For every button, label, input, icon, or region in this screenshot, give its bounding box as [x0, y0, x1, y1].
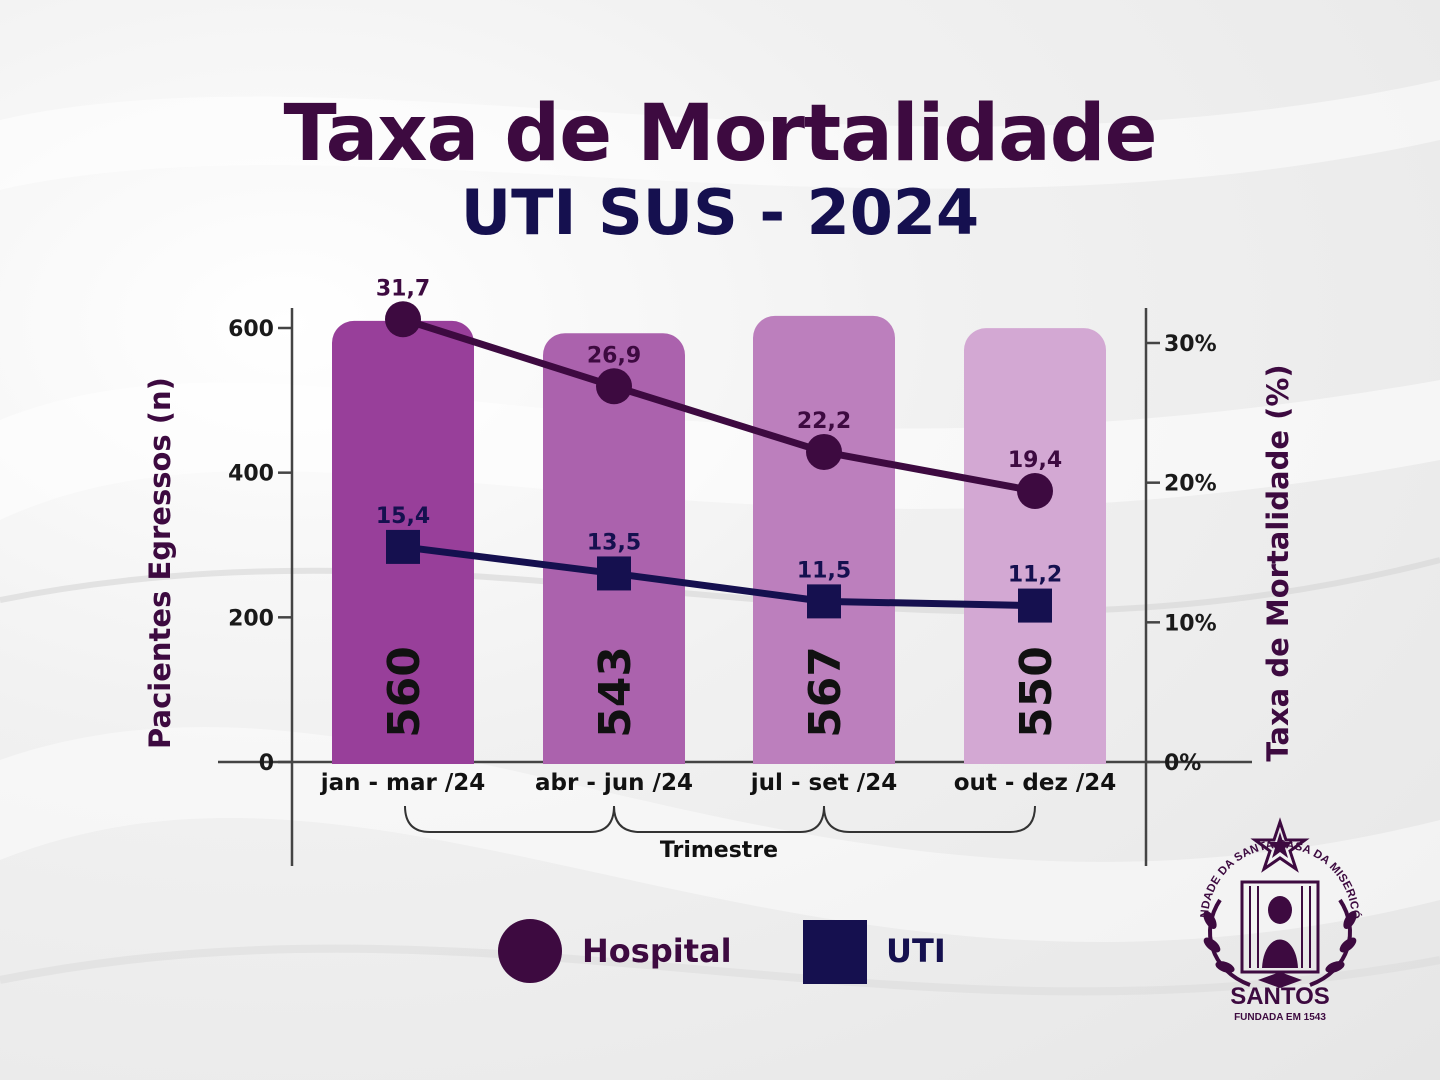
legend-hospital-label: Hospital — [582, 932, 732, 970]
left-tick-label: 0 — [259, 751, 274, 776]
right-tick-label: 10% — [1164, 611, 1217, 636]
bar-base — [332, 742, 474, 764]
santa-casa-logo: IRMANDADE DA SANTA CASA DA MISERICÓRDIA — [1180, 810, 1362, 988]
x-tick-label: jul - set /24 — [750, 770, 897, 796]
hospital-data-label: 26,9 — [587, 343, 641, 368]
x-tick-label: abr - jun /24 — [535, 770, 693, 796]
bar-value-label: 550 — [1011, 646, 1062, 738]
legend-hospital-marker — [498, 919, 562, 983]
bar-value-label: 543 — [590, 646, 641, 738]
bar — [753, 315, 895, 764]
right-axis-label: Taxa de Mortalidade (%) — [1261, 364, 1295, 761]
right-tick-label: 30% — [1164, 332, 1217, 357]
hospital-data-label: 31,7 — [376, 276, 430, 301]
x-tick-label: out - dez /24 — [954, 770, 1117, 796]
uti-data-label: 11,5 — [797, 558, 851, 583]
x-axis-label: Trimestre — [660, 838, 778, 863]
hospital-point — [596, 368, 632, 405]
logo-name: SANTOS — [1230, 983, 1330, 1010]
bar — [543, 333, 685, 764]
chart-subtitle: UTI SUS - 2024 — [460, 176, 980, 249]
uti-point — [386, 529, 420, 564]
left-tick-label: 400 — [228, 462, 274, 487]
x-tick-label: jan - mar /24 — [320, 770, 486, 796]
uti-data-label: 13,5 — [587, 530, 641, 555]
right-tick-label: 0% — [1164, 751, 1201, 776]
left-tick-label: 200 — [228, 606, 274, 631]
x-brace — [404, 805, 1036, 833]
legend-uti-marker — [803, 920, 867, 984]
hospital-point — [1017, 473, 1053, 510]
left-axis-label: Pacientes Egressos (n) — [143, 377, 177, 749]
bar-base — [753, 742, 895, 764]
hospital-point — [806, 433, 842, 470]
left-tick-label: 600 — [228, 317, 274, 342]
logo-founded: FUNDADA EM 1543 — [1234, 1012, 1326, 1023]
right-tick-label: 20% — [1164, 472, 1217, 497]
uti-data-label: 11,2 — [1008, 563, 1062, 588]
hospital-data-label: 19,4 — [1008, 448, 1062, 473]
chart-title: Taxa de Mortalidade — [283, 89, 1157, 179]
bar-value-label: 560 — [379, 646, 430, 738]
hospital-data-label: 22,2 — [797, 409, 851, 434]
hospital-line — [401, 315, 1036, 495]
bar-base — [543, 742, 685, 764]
bar-value-label: 567 — [800, 646, 851, 738]
uti-line — [402, 543, 1036, 610]
hospital-point — [385, 301, 421, 338]
legend-uti-label: UTI — [886, 932, 946, 970]
uti-point — [597, 556, 631, 591]
bar-base — [964, 742, 1106, 764]
bar — [964, 328, 1106, 764]
uti-point — [807, 584, 841, 619]
uti-point — [1018, 588, 1052, 623]
uti-data-label: 15,4 — [376, 504, 430, 529]
